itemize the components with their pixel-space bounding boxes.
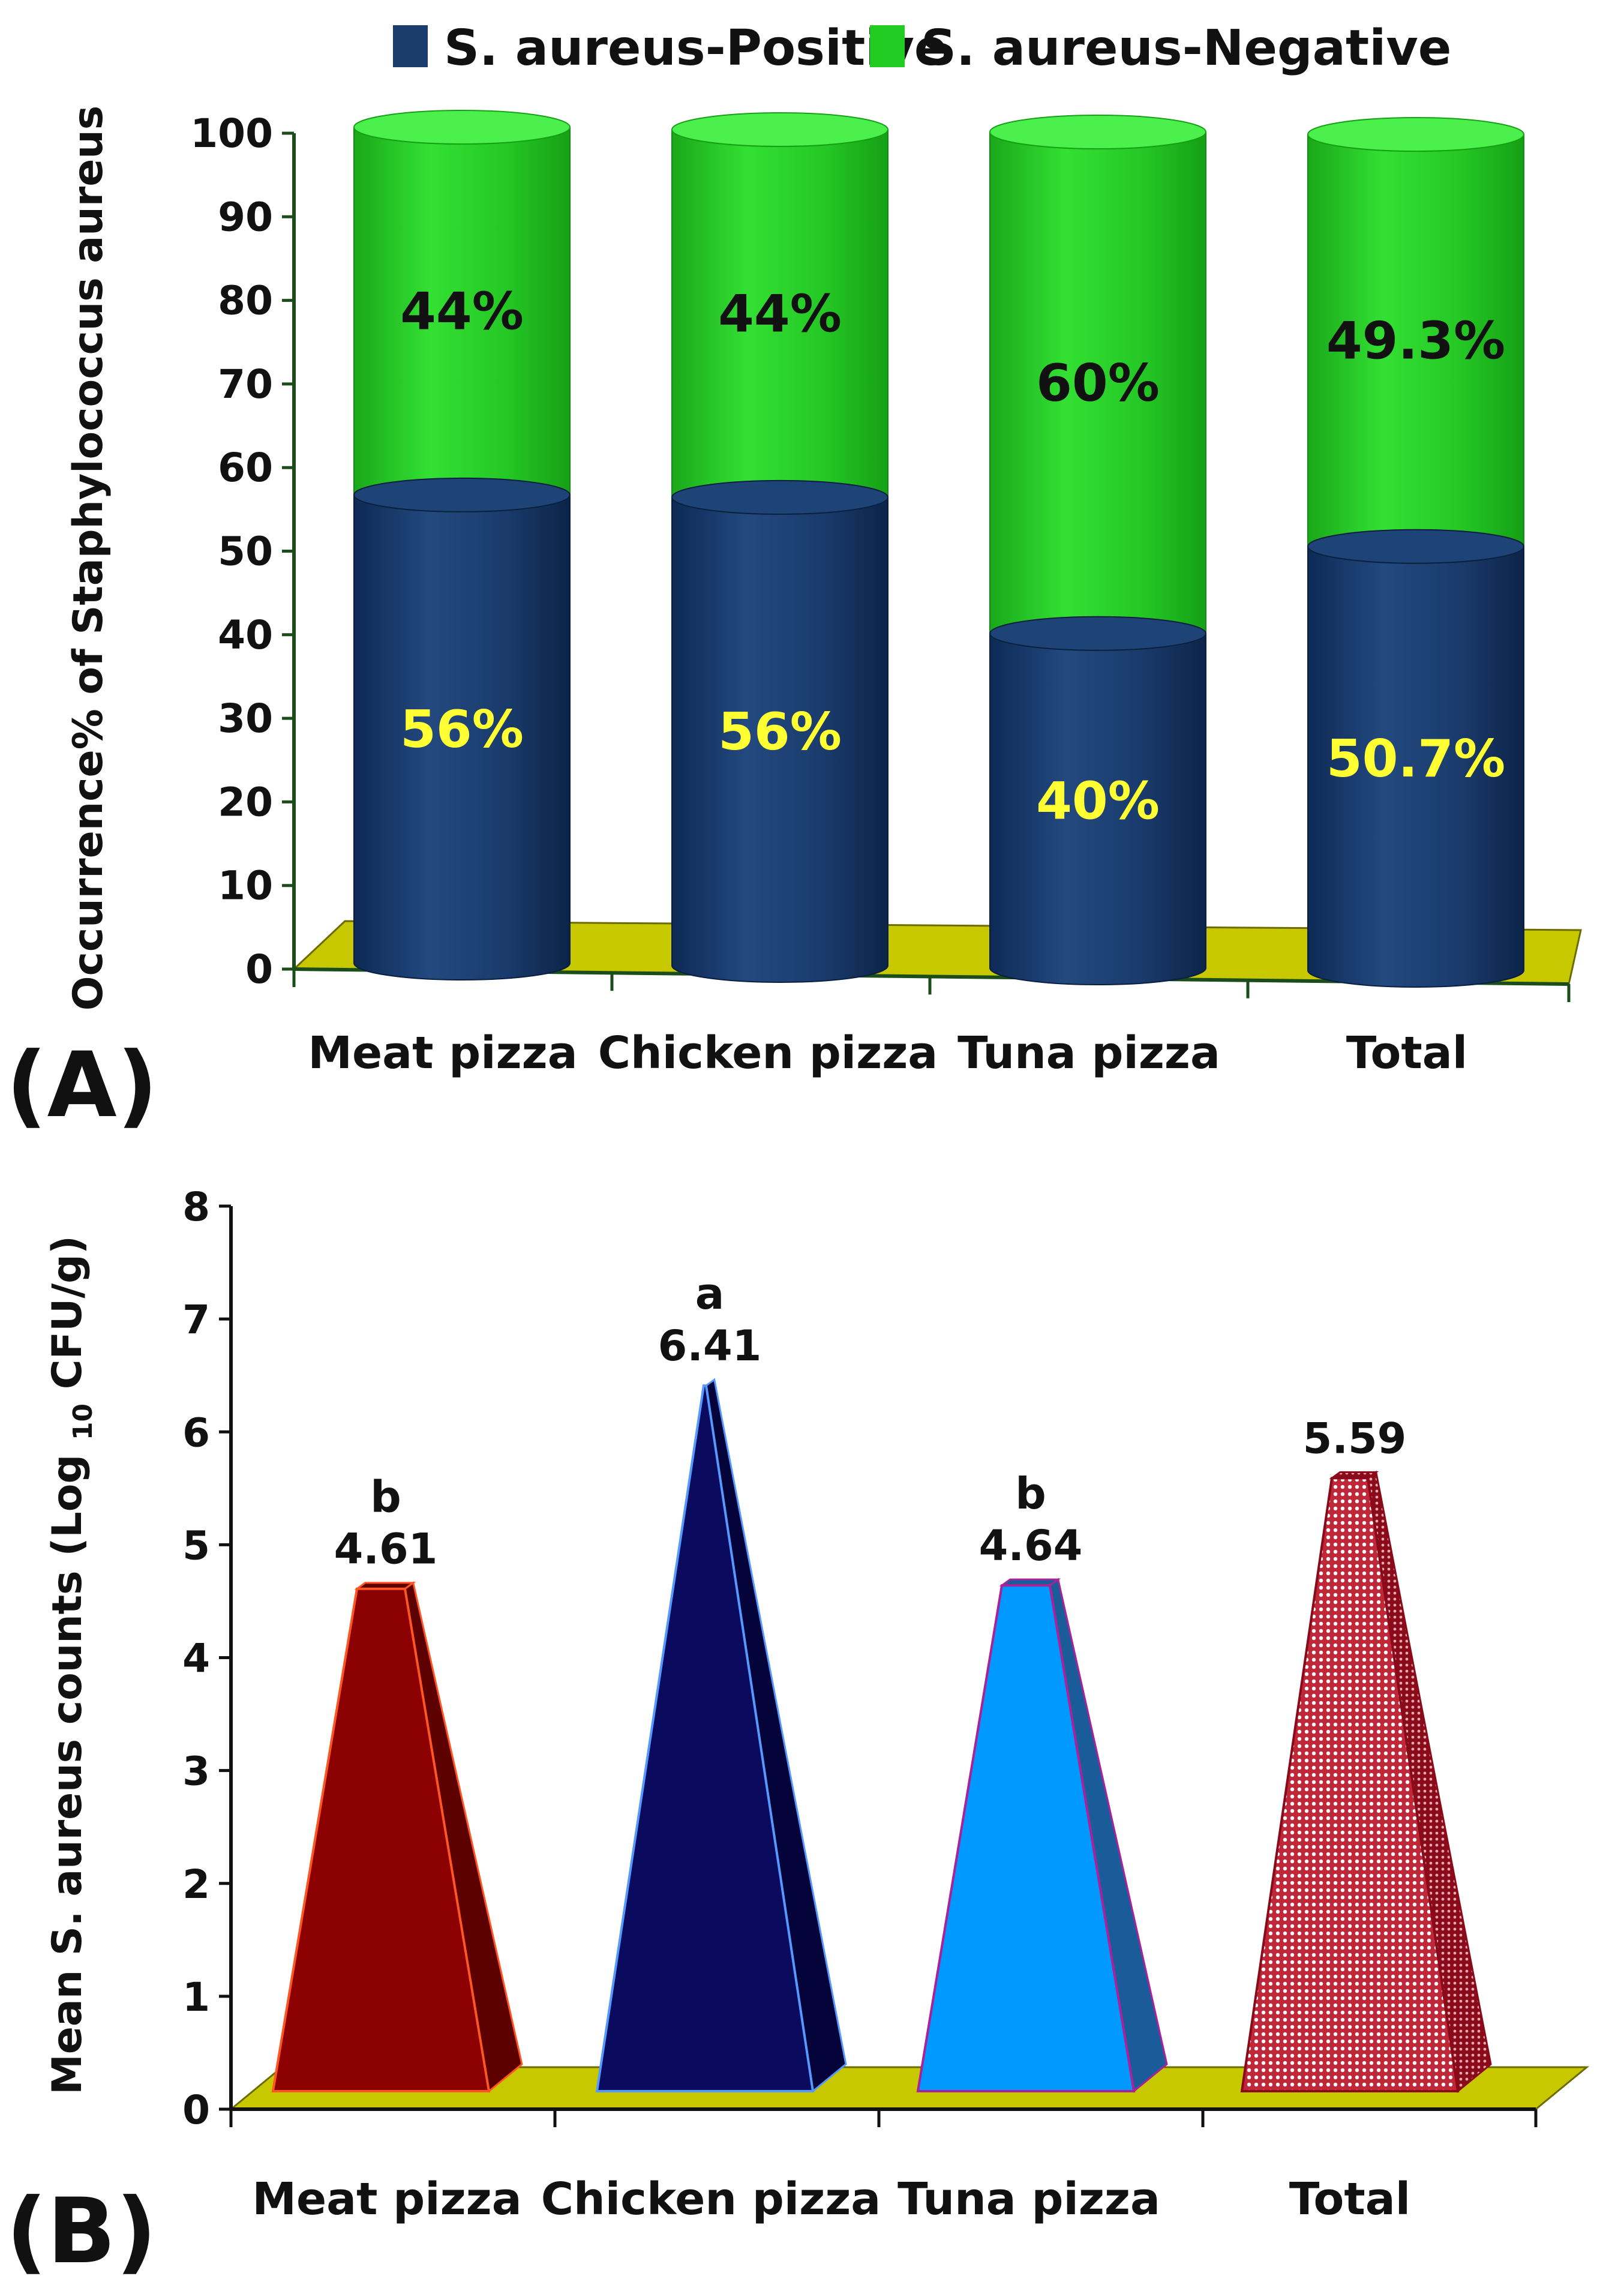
- cylinder-2: 40% 60%: [989, 115, 1206, 985]
- segment-rim: [989, 616, 1206, 651]
- y-tick-label-a: 70: [218, 361, 273, 407]
- x-ticks-b: [229, 2109, 1538, 2127]
- panel-a: S. aureus-Positive S. aureus-Negative 0 1…: [6, 20, 1582, 1138]
- legend-label-negative: S. aureus-Negative: [921, 20, 1451, 77]
- y-tick-label-a: 50: [218, 529, 273, 575]
- segment-rim: [671, 479, 888, 515]
- pyramid-2: 4.64b: [916, 1468, 1168, 2093]
- category-label-b: Chicken pizza: [541, 2173, 881, 2225]
- value-label: 5.59: [1303, 1414, 1407, 1463]
- pyramid-0: 4.61b: [271, 1472, 523, 2093]
- y-tick-label-a: 40: [218, 612, 273, 658]
- x-ticks-a: [292, 969, 1571, 1002]
- cylinder-top-cap: [989, 115, 1206, 149]
- legend: S. aureus-Positive S. aureus-Negative: [393, 20, 1451, 77]
- pyramid-front-face: [595, 1384, 815, 2092]
- segment-rim: [1307, 529, 1524, 564]
- y-axis-label-b-suffix: CFU/g): [44, 1236, 91, 1389]
- cylinder-top-cap: [671, 112, 888, 147]
- y-axis-label-a: Occurrence% of Staphylococcus aureus: [65, 106, 112, 1010]
- category-label-b: Meat pizza: [252, 2173, 521, 2225]
- legend-swatch-negative: [870, 25, 905, 67]
- y-tick-label-b: 5: [182, 1522, 210, 1569]
- panel-label-a: (A): [6, 1033, 158, 1138]
- y-tick-label-a: 60: [218, 445, 273, 491]
- y-tick-label-a: 10: [218, 863, 273, 909]
- value-label: 4.64: [979, 1521, 1083, 1570]
- category-label-a: Meat pizza: [308, 1027, 577, 1079]
- segment-rim: [353, 477, 571, 512]
- y-tick-label-b: 3: [182, 1749, 210, 1795]
- category-label-a: Total: [1346, 1027, 1467, 1079]
- y-tick-label-b: 8: [182, 1184, 210, 1230]
- legend-label-positive: S. aureus-Positive: [444, 20, 947, 77]
- category-label-a: Tuna pizza: [957, 1027, 1220, 1079]
- data-label-positive: 56%: [718, 702, 842, 762]
- pyramid-3: 5.59: [1240, 1414, 1492, 2093]
- pyramid-front-face: [916, 1584, 1136, 2092]
- value-label: 6.41: [658, 1321, 762, 1371]
- y-tick-label-a: 30: [218, 695, 273, 742]
- pyramid-1: 6.41a: [595, 1269, 847, 2093]
- y-tick-label-b: 4: [182, 1636, 210, 1682]
- legend-swatch-positive: [393, 25, 428, 67]
- data-label-positive: 56%: [400, 700, 524, 760]
- y-tick-label-a: 80: [218, 278, 273, 324]
- y-tick-label-a: 20: [218, 779, 273, 825]
- category-label-b: Tuna pizza: [897, 2173, 1160, 2225]
- data-label-negative: 49.3%: [1326, 311, 1505, 371]
- data-label-negative: 44%: [400, 281, 524, 341]
- y-ticks-b: 0 1 2 3 4 5 6 7 8: [182, 1184, 231, 2133]
- y-tick-label-b: 7: [182, 1297, 210, 1343]
- pyramid-front-face: [1240, 1477, 1460, 2092]
- y-tick-label-b: 2: [182, 1861, 210, 1908]
- category-label-a: Chicken pizza: [598, 1027, 938, 1079]
- significance-letter: b: [370, 1472, 401, 1522]
- significance-letter: a: [695, 1269, 725, 1319]
- y-axis-label-b: Mean S. aureus counts (Log 10 CFU/g): [44, 1236, 102, 2095]
- y-tick-label-a: 0: [245, 946, 273, 992]
- y-axis-label-b-main: Mean S. aureus counts (Log: [44, 1455, 91, 2095]
- data-label-negative: 60%: [1036, 353, 1160, 413]
- y-tick-label-b: 6: [182, 1410, 210, 1456]
- y-tick-label-a: 90: [218, 194, 273, 240]
- cylinder-1: 56% 44%: [671, 112, 888, 983]
- cylinder-0: 56% 44%: [353, 110, 571, 980]
- category-labels-a: Meat pizza Chicken pizza Tuna pizza Total: [308, 1027, 1467, 1079]
- cylinder-top-cap: [1307, 117, 1524, 152]
- cylinder-top-cap: [353, 110, 571, 145]
- data-label-positive: 40%: [1036, 771, 1160, 831]
- cylinder-3: 50.7% 49.3%: [1307, 117, 1524, 988]
- significance-letter: b: [1015, 1468, 1046, 1519]
- data-label-negative: 44%: [718, 284, 842, 344]
- category-labels-b: Meat pizza Chicken pizza Tuna pizza Total: [252, 2173, 1410, 2225]
- data-label-positive: 50.7%: [1326, 729, 1505, 789]
- y-axis-label-b-subscript: 10: [68, 1404, 98, 1440]
- panel-label-b: (B): [6, 2179, 157, 2276]
- category-label-b: Total: [1289, 2173, 1410, 2225]
- y-tick-label-b: 1: [182, 1974, 210, 2020]
- y-tick-label-a: 100: [190, 110, 273, 157]
- pyramid-front-face: [271, 1587, 491, 2092]
- bars-a: 56% 44% 56% 44% 40% 60% 50.7% 49.3%: [353, 110, 1524, 988]
- y-tick-label-b: 0: [182, 2087, 210, 2133]
- y-ticks-a: 0 10 20 30 40 50 60 70 80 90 100: [190, 110, 294, 992]
- value-label: 4.61: [334, 1525, 438, 1574]
